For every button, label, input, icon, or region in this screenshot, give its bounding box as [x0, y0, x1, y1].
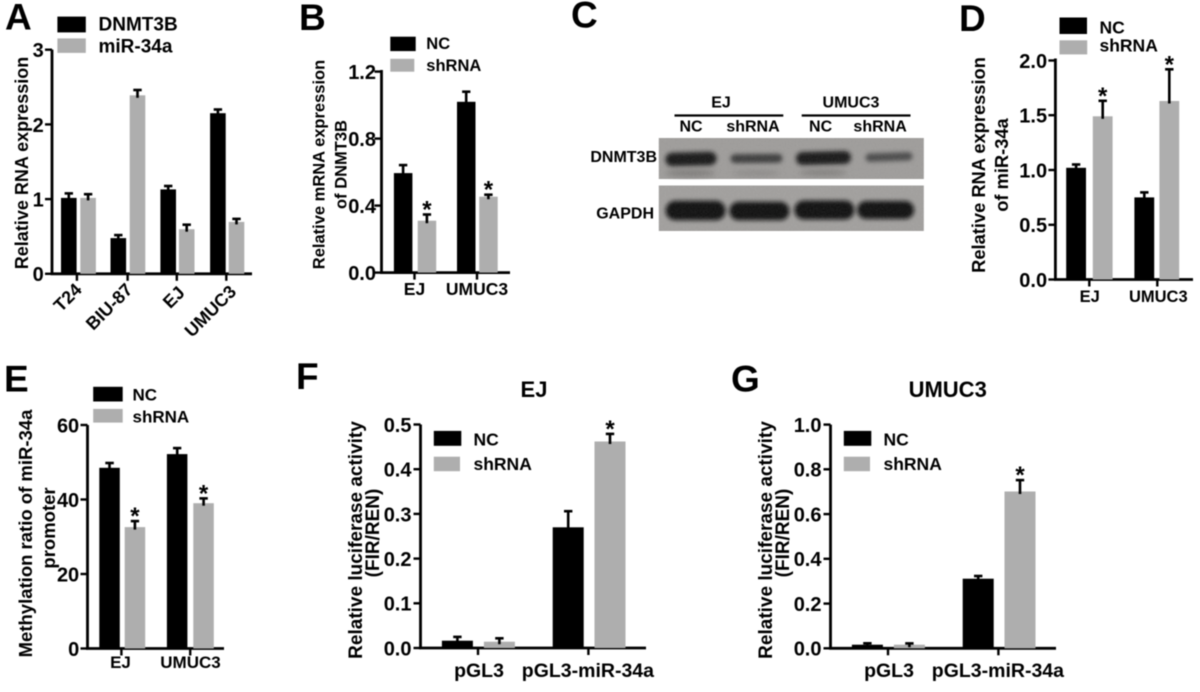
- svg-text:1.5: 1.5: [1019, 106, 1047, 128]
- svg-text:0.2: 0.2: [384, 549, 412, 571]
- svg-text:A: A: [5, 0, 32, 38]
- svg-text:0.6: 0.6: [794, 505, 822, 527]
- svg-text:B: B: [299, 0, 326, 38]
- svg-text:0.2: 0.2: [794, 594, 822, 616]
- svg-text:*: *: [1098, 83, 1108, 110]
- svg-text:NC: NC: [474, 429, 500, 449]
- svg-text:1.2: 1.2: [348, 62, 376, 84]
- svg-text:EJ: EJ: [711, 95, 731, 112]
- svg-text:UMUC3: UMUC3: [1129, 288, 1188, 306]
- svg-text:60: 60: [57, 415, 79, 437]
- svg-text:NC: NC: [809, 119, 833, 136]
- svg-text:0.0: 0.0: [1019, 270, 1047, 292]
- svg-text:2.0: 2.0: [1019, 51, 1047, 73]
- svg-text:shRNA: shRNA: [474, 454, 533, 474]
- svg-text:NC: NC: [1100, 18, 1126, 38]
- svg-text:40: 40: [57, 490, 79, 512]
- svg-text:F: F: [296, 356, 319, 397]
- svg-text:*: *: [1015, 462, 1025, 489]
- svg-text:NC: NC: [884, 429, 910, 449]
- svg-text:shRNA: shRNA: [853, 119, 907, 136]
- svg-text:E: E: [4, 359, 29, 400]
- svg-text:pGL3: pGL3: [454, 660, 504, 682]
- svg-text:C: C: [571, 0, 598, 36]
- svg-text:0.0: 0.0: [794, 639, 822, 661]
- svg-text:3: 3: [33, 40, 44, 62]
- svg-text:*: *: [605, 416, 615, 443]
- svg-text:0.3: 0.3: [384, 504, 412, 526]
- svg-text:0.4: 0.4: [384, 460, 413, 482]
- svg-text:UMUC3: UMUC3: [446, 279, 508, 299]
- svg-text:0.0: 0.0: [348, 263, 376, 285]
- svg-text:pGL3-miR-34a: pGL3-miR-34a: [932, 660, 1064, 682]
- svg-text:*: *: [130, 503, 140, 530]
- svg-text:Relative luciferase activity: Relative luciferase activity: [346, 421, 367, 659]
- svg-text:EJ: EJ: [521, 377, 548, 402]
- svg-text:EJ: EJ: [110, 653, 131, 672]
- svg-text:NC: NC: [679, 119, 703, 136]
- svg-text:0: 0: [33, 264, 44, 286]
- svg-text:D: D: [959, 0, 986, 39]
- svg-text:UMUC3: UMUC3: [823, 95, 880, 112]
- svg-text:1.0: 1.0: [1019, 160, 1047, 182]
- svg-text:shRNA: shRNA: [726, 119, 780, 136]
- svg-text:0.4: 0.4: [348, 196, 377, 218]
- svg-text:G: G: [731, 359, 760, 400]
- svg-text:Relative RNA expression: Relative RNA expression: [12, 57, 32, 269]
- svg-text:promoter: promoter: [38, 487, 59, 568]
- svg-text:20: 20: [57, 564, 79, 586]
- svg-text:1.0: 1.0: [794, 415, 822, 437]
- svg-text:shRNA: shRNA: [133, 407, 190, 426]
- svg-text:shRNA: shRNA: [426, 57, 481, 75]
- svg-text:NC: NC: [133, 385, 158, 404]
- svg-text:(FIR/REN): (FIR/REN): [363, 489, 384, 578]
- svg-text:*: *: [1165, 51, 1175, 78]
- svg-text:0.5: 0.5: [384, 415, 412, 437]
- svg-text:GAPDH: GAPDH: [596, 206, 654, 223]
- svg-text:UMUC3: UMUC3: [909, 377, 987, 402]
- svg-text:0.5: 0.5: [1019, 215, 1047, 237]
- svg-text:Relative RNA expression: Relative RNA expression: [968, 57, 989, 273]
- svg-text:EJ: EJ: [404, 279, 425, 299]
- svg-text:1: 1: [33, 190, 44, 212]
- svg-text:Methylation ratio of miR-34a: Methylation ratio of miR-34a: [15, 409, 36, 657]
- svg-text:pGL3: pGL3: [864, 660, 914, 682]
- svg-text:0.8: 0.8: [794, 460, 822, 482]
- svg-text:*: *: [422, 197, 432, 224]
- svg-text:shRNA: shRNA: [884, 454, 943, 474]
- svg-text:*: *: [484, 177, 494, 204]
- svg-text:Relative luciferase activity: Relative luciferase activity: [756, 421, 777, 659]
- svg-text:Relative mRNA expression: Relative mRNA expression: [311, 60, 329, 269]
- svg-text:2: 2: [33, 115, 44, 137]
- svg-text:DNMT3B: DNMT3B: [590, 149, 657, 166]
- svg-text:miR-34a: miR-34a: [99, 36, 173, 57]
- svg-text:0.4: 0.4: [794, 549, 823, 571]
- svg-text:EJ: EJ: [1080, 288, 1100, 306]
- svg-text:pGL3-miR-34a: pGL3-miR-34a: [522, 660, 654, 682]
- svg-text:0: 0: [68, 639, 79, 661]
- svg-text:shRNA: shRNA: [1100, 36, 1159, 56]
- svg-text:(FIR/REN): (FIR/REN): [773, 489, 794, 578]
- svg-text:NC: NC: [426, 35, 450, 53]
- svg-text:*: *: [199, 480, 209, 507]
- svg-text:of DNMT3B: of DNMT3B: [333, 120, 351, 209]
- svg-text:of miR-34a: of miR-34a: [991, 117, 1012, 211]
- svg-text:0.1: 0.1: [384, 594, 412, 616]
- svg-text:0.8: 0.8: [348, 129, 376, 151]
- svg-text:UMUC3: UMUC3: [160, 653, 220, 672]
- svg-text:DNMT3B: DNMT3B: [99, 15, 178, 36]
- svg-text:0.0: 0.0: [384, 638, 412, 660]
